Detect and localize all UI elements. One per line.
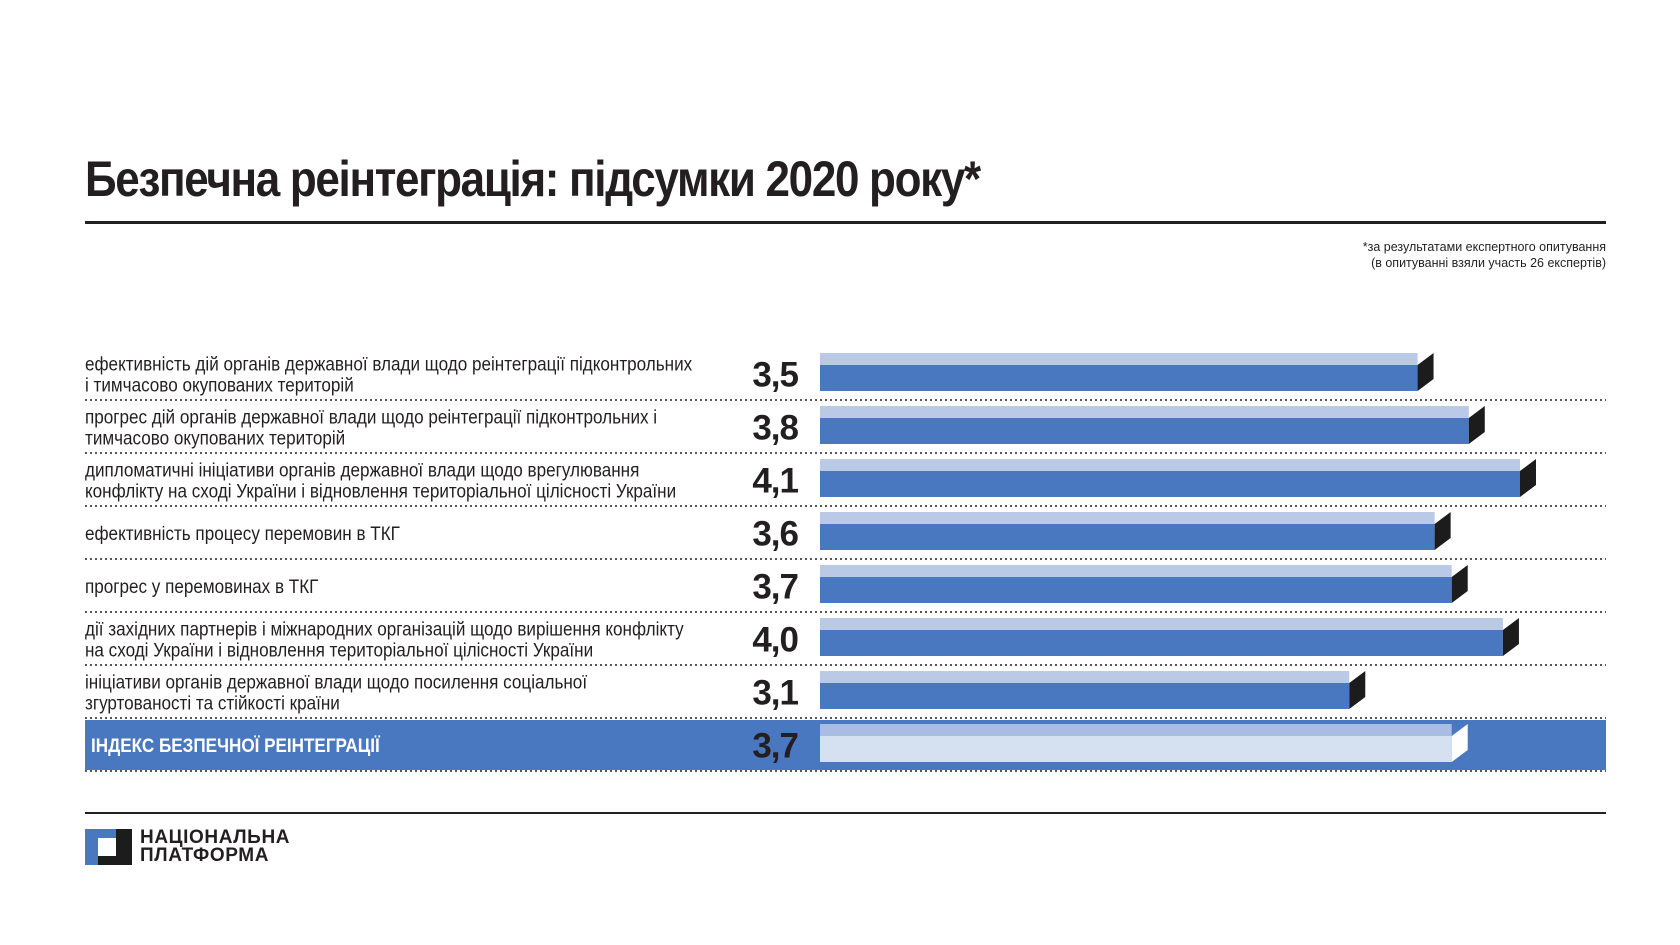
- bar: [820, 724, 1468, 762]
- logo-mark-icon: [85, 829, 132, 865]
- bar: [820, 406, 1485, 444]
- value-label: 3,1: [752, 674, 798, 713]
- category-label: ефективність процесу перемовин в ТКГ: [85, 523, 400, 544]
- survey-note: *за результатами експертного опитування …: [1363, 239, 1606, 271]
- value-label: 3,8: [752, 409, 798, 448]
- bar: [820, 618, 1519, 656]
- index-row: ІНДЕКС БЕЗПЕЧНОЇ РЕІНТЕГРАЦІЇ 3,7: [85, 720, 1606, 772]
- bar-row: дії західних партнерів і міжнародних орг…: [85, 618, 1606, 666]
- bar-row: ініціативи органів державної влади щодо …: [85, 671, 1606, 719]
- survey-note-line-1: *за результатами експертного опитування: [1362, 240, 1606, 254]
- value-label: 3,6: [752, 515, 798, 554]
- bar-row: ефективність процесу перемовин в ТКГ 3,6: [85, 512, 1606, 560]
- bar: [820, 671, 1366, 709]
- category-label: прогрес у перемовинах в ТКГ: [85, 576, 319, 597]
- category-label: дипломатичні ініціативи органів державно…: [85, 460, 676, 502]
- value-label: 3,7: [752, 727, 798, 766]
- bar-row: прогрес дій органів державної влади щодо…: [85, 406, 1606, 454]
- logo-line-2: ПЛАТФОРМА: [140, 845, 270, 866]
- value-label: 3,5: [752, 356, 798, 395]
- value-label: 3,7: [752, 568, 798, 607]
- survey-note-line-2: (в опитуванні взяли участь 26 експертів): [1371, 256, 1606, 270]
- bar-row: ефективність дій органів державної влади…: [85, 353, 1606, 401]
- page-title: Безпечна реінтеграція: підсумки 2020 рок…: [85, 151, 981, 207]
- value-label: 4,0: [752, 621, 798, 660]
- category-label: ефективність дій органів державної влади…: [85, 354, 692, 396]
- bar: [820, 459, 1536, 497]
- logo-text: НАЦІОНАЛЬНА ПЛАТФОРМА: [140, 827, 291, 866]
- bar-row: дипломатичні ініціативи органів державно…: [85, 459, 1606, 507]
- category-label: прогрес дій органів державної влади щодо…: [85, 407, 657, 449]
- category-label: ІНДЕКС БЕЗПЕЧНОЇ РЕІНТЕГРАЦІЇ: [91, 735, 381, 756]
- category-label: дії західних партнерів і міжнародних орг…: [85, 619, 684, 661]
- value-label: 4,1: [752, 462, 798, 501]
- bar: [820, 565, 1468, 603]
- footer-divider: [85, 812, 1606, 814]
- title-divider: [85, 221, 1606, 224]
- logo-line-1: НАЦІОНАЛЬНА: [140, 827, 291, 848]
- bar: [820, 353, 1434, 391]
- category-label: ініціативи органів державної влади щодо …: [85, 672, 587, 714]
- bar: [820, 512, 1451, 550]
- bar-row: прогрес у перемовинах в ТКГ 3,7: [85, 565, 1606, 613]
